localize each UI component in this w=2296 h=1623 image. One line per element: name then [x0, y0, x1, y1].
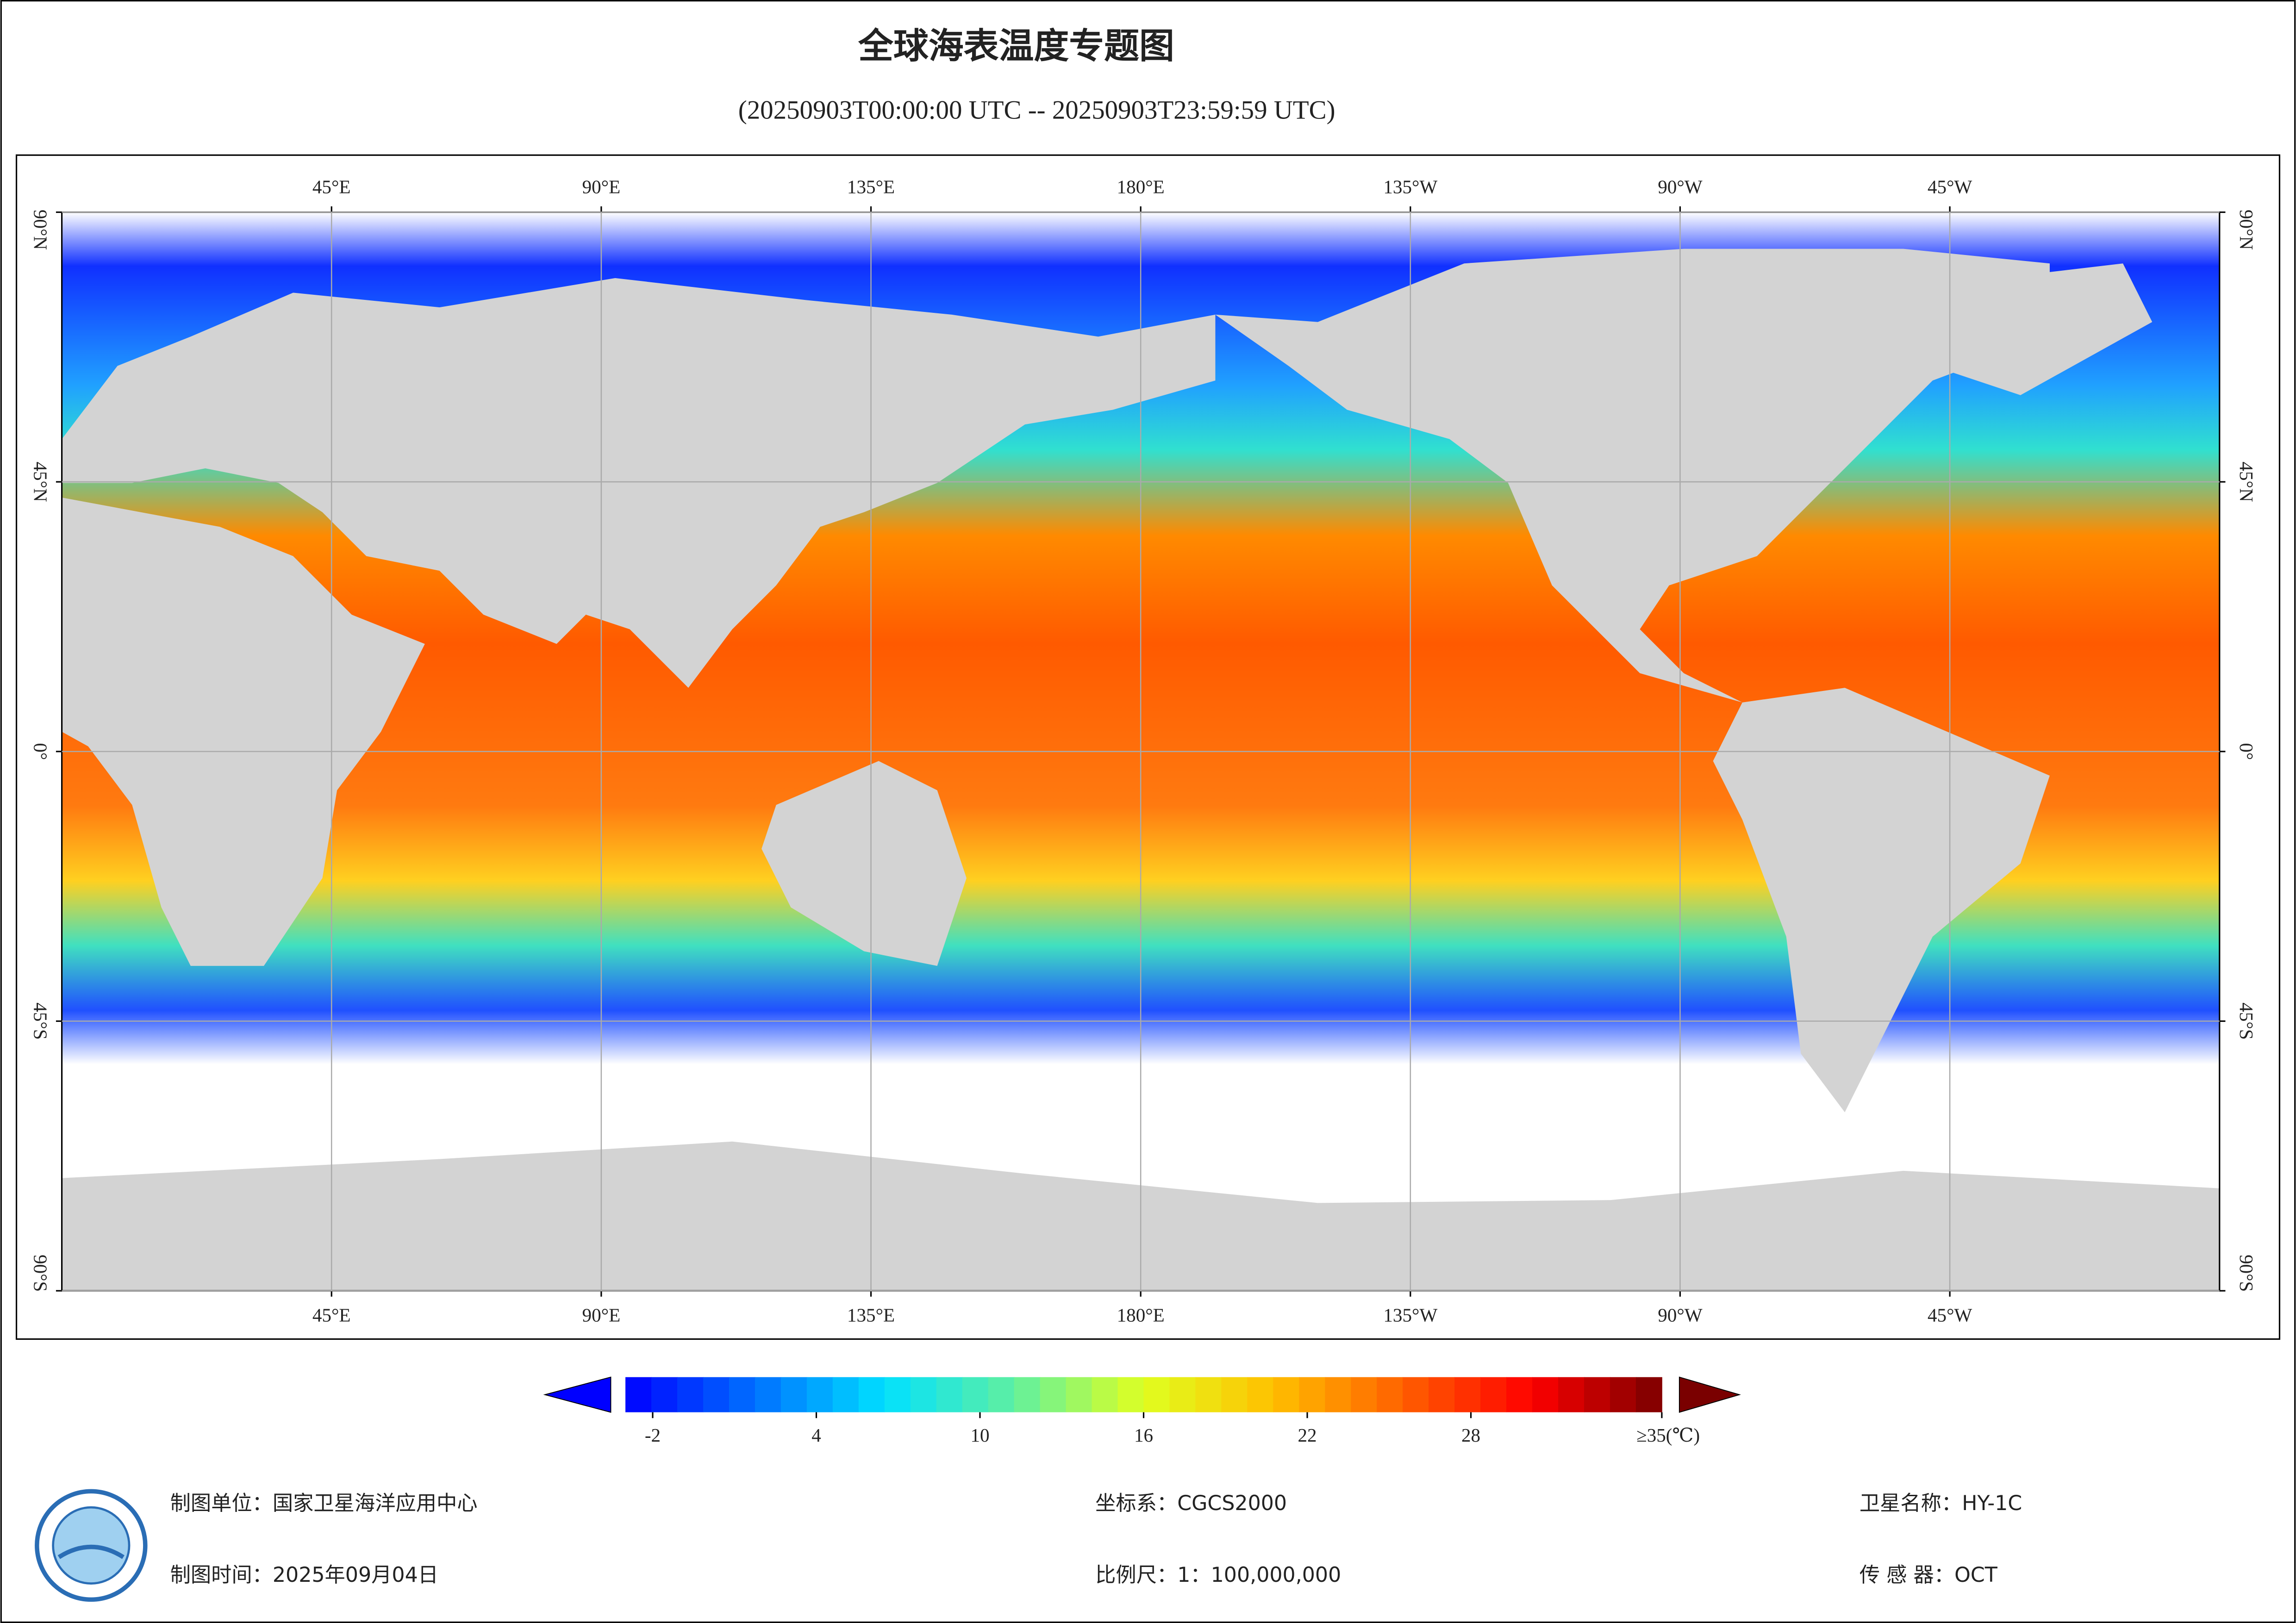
colorbar-cell — [1273, 1377, 1300, 1412]
sensor: 传 感 器：OCT — [1859, 1563, 1998, 1587]
colorbar-cell — [1377, 1377, 1404, 1412]
lon-label-bottom: 90°W — [1658, 1305, 1703, 1326]
lat-label-left: 90°N — [30, 210, 51, 250]
colorbar-cell — [1066, 1377, 1092, 1412]
lon-label-bottom: 45°W — [1928, 1305, 1972, 1326]
lat-label-right: 45°S — [2236, 1002, 2257, 1039]
north-america — [1215, 249, 2050, 703]
lon-label-bottom: 180°E — [1117, 1305, 1165, 1326]
colorbar-cell — [1506, 1377, 1533, 1412]
colorbar-label: 28 — [1461, 1424, 1480, 1446]
lat-label-right: 90°N — [2236, 210, 2257, 250]
subtitle: (20250903T00:00:00 UTC -- 20250903T23:59… — [738, 96, 1335, 125]
colorbar-cell — [1532, 1377, 1559, 1412]
eurasia — [62, 278, 1216, 688]
colorbar-cell — [1429, 1377, 1455, 1412]
colorbar-cell — [780, 1377, 807, 1412]
lon-label-top: 45°W — [1928, 176, 1972, 197]
lat-label-right: 0° — [2236, 743, 2257, 760]
lon-label-top: 90°W — [1658, 176, 1703, 197]
greenland — [1874, 263, 2152, 395]
australia — [761, 761, 967, 966]
lon-label-bottom: 90°E — [582, 1305, 621, 1326]
lat-label-left: 45°N — [30, 462, 51, 502]
lon-label-top: 135°W — [1383, 176, 1437, 197]
colorbar-cell — [755, 1377, 781, 1412]
colorbar-label: -2 — [645, 1424, 661, 1446]
satellite-name: 卫星名称：HY-1C — [1859, 1492, 2022, 1515]
lon-label-bottom: 135°E — [847, 1305, 895, 1326]
colorbar-cell — [936, 1377, 963, 1412]
coordinate-system: 坐标系：CGCS2000 — [1095, 1492, 1287, 1515]
colorbar-cell — [858, 1377, 885, 1412]
colorbar-cell — [625, 1377, 652, 1412]
colorbar-cell — [1635, 1377, 1662, 1412]
lon-label-bottom: 45°E — [312, 1305, 351, 1326]
colorbar-cell — [1480, 1377, 1507, 1412]
south-america — [1713, 688, 2050, 1113]
colorbar-cell — [1351, 1377, 1378, 1412]
colorbar-label: ≥35(℃) — [1636, 1424, 1700, 1446]
colorbar-min-arrow — [543, 1376, 611, 1413]
colorbar-label: 16 — [1134, 1424, 1153, 1446]
colorbar-cell — [884, 1377, 911, 1412]
colorbar-cell — [1299, 1377, 1326, 1412]
colorbar-max-arrow — [1678, 1376, 1741, 1413]
logo — [35, 1489, 148, 1602]
lat-label-right: 45°N — [2236, 462, 2257, 502]
mapping-unit: 制图单位：国家卫星海洋应用中心 — [170, 1492, 478, 1515]
colorbar-cell — [1610, 1377, 1636, 1412]
lon-label-top: 180°E — [1117, 176, 1165, 197]
colorbar-cell — [651, 1377, 678, 1412]
colorbar-cell — [703, 1377, 730, 1412]
lon-label-top: 135°E — [847, 176, 895, 197]
colorbar-cell — [1584, 1377, 1610, 1412]
colorbar-cell — [1558, 1377, 1585, 1412]
title: 全球海表温度专题图 — [858, 25, 1174, 66]
colorbar-label: 22 — [1298, 1424, 1316, 1446]
colorbar: -2 4 10 16 22 28 ≥35(℃) — [543, 1376, 1741, 1446]
colorbar-cell — [806, 1377, 833, 1412]
colorbar-cell — [988, 1377, 1015, 1412]
colorbar-cell — [1454, 1377, 1481, 1412]
colorbar-cell — [729, 1377, 755, 1412]
colorbar-cell — [1092, 1377, 1118, 1412]
colorbar-cell — [1040, 1377, 1067, 1412]
lon-label-top: 90°E — [582, 176, 621, 197]
colorbar-cell — [1195, 1377, 1222, 1412]
map-frame — [15, 154, 2281, 1340]
lon-label-bottom: 135°W — [1383, 1305, 1437, 1326]
colorbar-cell — [1169, 1377, 1196, 1412]
colorbar-cell — [1403, 1377, 1429, 1412]
lat-label-left: 90°S — [30, 1255, 51, 1292]
colorbar-label: 10 — [970, 1424, 989, 1446]
colorbar-cell — [1325, 1377, 1352, 1412]
colorbar-cell — [962, 1377, 989, 1412]
lon-label-top: 45°E — [312, 176, 351, 197]
colorbar-cell — [1221, 1377, 1248, 1412]
colorbar-cell — [910, 1377, 937, 1412]
colorbar-cell — [1247, 1377, 1274, 1412]
africa — [62, 497, 425, 966]
colorbar-cell — [1143, 1377, 1170, 1412]
lat-label-left: 45°S — [30, 1002, 51, 1039]
colorbar-cell — [677, 1377, 704, 1412]
colorbar-cell — [1014, 1377, 1041, 1412]
colorbar-label: 4 — [811, 1424, 821, 1446]
lat-label-left: 0° — [30, 743, 51, 760]
mapping-time: 制图时间：2025年09月04日 — [170, 1563, 438, 1587]
colorbar-cell — [1117, 1377, 1144, 1412]
colorbar-cell — [832, 1377, 859, 1412]
map-scale: 比例尺：1：100,000,000 — [1095, 1563, 1341, 1587]
lat-label-right: 90°S — [2236, 1255, 2257, 1292]
